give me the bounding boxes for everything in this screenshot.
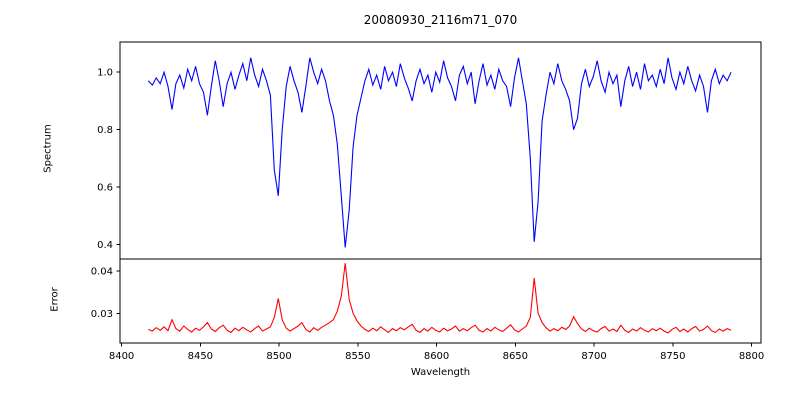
y-axis-label-error: Error [49, 287, 61, 312]
plot-title: 20080930_2116m71_070 [363, 13, 518, 27]
panel-frame-0 [119, 41, 762, 260]
x-tick-label: 8400 [109, 351, 134, 362]
y-tick-label: 0.8 [97, 125, 113, 136]
y-tick-label: 0.6 [97, 183, 113, 194]
x-tick-label: 8500 [266, 351, 291, 362]
y-tick-label: 0.4 [97, 240, 113, 251]
y-tick-label: 0.03 [91, 309, 113, 320]
x-axis-label: Wavelength [410, 367, 471, 378]
x-tick-label: 8600 [424, 351, 449, 362]
x-tick-label: 8450 [188, 351, 213, 362]
x-tick-label: 8550 [345, 351, 370, 362]
x-tick-label: 8750 [660, 351, 685, 362]
y-tick-label: 1.0 [97, 68, 113, 79]
x-tick-label: 8800 [739, 351, 764, 362]
y-axis-label-spectrum: Spectrum [42, 124, 54, 173]
x-tick-label: 8650 [503, 351, 528, 362]
error-line [148, 263, 732, 334]
y-tick-label: 0.04 [91, 266, 113, 277]
spectrum-line [147, 57, 732, 248]
x-tick-label: 8700 [581, 351, 606, 362]
panel-frame-1 [119, 258, 762, 344]
